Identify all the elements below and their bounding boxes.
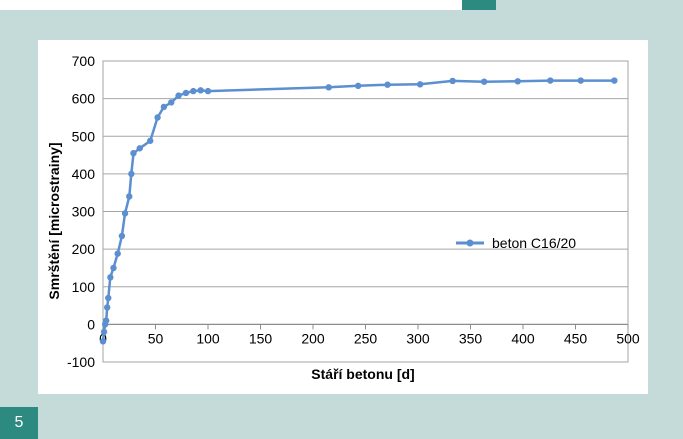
y-tick-label-4: 300	[72, 204, 96, 220]
data-point-0-4	[104, 304, 111, 311]
data-point-0-33	[611, 77, 618, 84]
data-point-0-20	[182, 89, 190, 97]
data-point-0-6	[107, 274, 114, 281]
data-point-0-12	[128, 170, 135, 178]
legend-label: beton C16/20	[492, 235, 576, 251]
y-tick-label-6: 500	[72, 128, 96, 144]
top-accent-light-bar	[496, 0, 683, 10]
data-point-0-3	[102, 317, 110, 324]
data-point-0-26	[384, 81, 391, 88]
y-tick-label-1: 0	[87, 316, 95, 332]
data-point-0-23	[204, 87, 212, 95]
data-point-0-28	[449, 77, 456, 85]
y-tick-label-7: 600	[72, 91, 96, 107]
data-point-0-8	[114, 250, 121, 257]
data-point-0-0	[99, 338, 107, 345]
y-tick-label-3: 200	[72, 241, 96, 257]
data-point-0-18	[168, 99, 175, 106]
x-tick-label-6: 300	[406, 330, 430, 346]
data-point-0-19	[175, 92, 182, 99]
tick-layer: -100010020030040050060070005010015020025…	[67, 53, 640, 370]
data-point-0-16	[154, 114, 161, 121]
data-point-0-14	[136, 145, 143, 152]
data-point-0-13	[130, 149, 137, 157]
data-point-0-1	[100, 328, 108, 336]
y-tick-label-0: -100	[67, 354, 95, 370]
top-band	[0, 0, 683, 10]
x-tick-label-5: 250	[354, 330, 378, 346]
data-point-0-29	[480, 78, 488, 85]
x-axis-title: Stáří betonu [d]	[311, 366, 414, 382]
data-point-0-31	[547, 77, 554, 84]
chart-frame: -100010020030040050060070005010015020025…	[38, 40, 648, 394]
top-accent-bar	[462, 0, 496, 10]
y-tick-label-8: 700	[72, 53, 96, 69]
x-tick-label-8: 400	[511, 330, 535, 346]
data-point-0-22	[197, 87, 204, 94]
x-tick-label-7: 350	[459, 330, 483, 346]
x-tick-label-4: 200	[301, 330, 325, 346]
x-tick-label-1: 50	[148, 330, 164, 346]
y-tick-label-5: 400	[72, 166, 96, 182]
data-point-0-10	[121, 210, 129, 217]
data-point-0-5	[105, 294, 112, 302]
data-point-0-30	[514, 78, 521, 85]
x-tick-label-9: 450	[564, 330, 588, 346]
data-point-0-32	[577, 77, 584, 84]
data-point-0-21	[190, 87, 197, 95]
data-point-0-9	[118, 232, 126, 240]
chart-svg: -100010020030040050060070005010015020025…	[46, 53, 640, 382]
data-point-0-7	[110, 264, 117, 272]
series-line-0	[101, 79, 615, 342]
data-point-0-17	[160, 103, 168, 111]
y-tick-label-2: 100	[72, 279, 96, 295]
figure-number-badge: 5	[0, 407, 38, 439]
plot-area-border	[102, 60, 629, 363]
series-layer	[99, 77, 618, 345]
data-point-0-11	[126, 193, 133, 200]
x-tick-label-2: 100	[196, 330, 220, 346]
data-point-0-15	[147, 137, 154, 144]
legend-marker	[466, 239, 474, 247]
y-axis-title: Smrštění [microstrainy]	[46, 142, 62, 299]
x-tick-label-10: 500	[616, 330, 640, 346]
data-point-0-27	[416, 81, 424, 88]
x-tick-label-3: 150	[249, 330, 273, 346]
data-point-0-24	[325, 84, 332, 91]
grid-layer	[102, 60, 629, 363]
legend: beton C16/20	[456, 235, 576, 251]
data-point-0-25	[354, 82, 362, 90]
